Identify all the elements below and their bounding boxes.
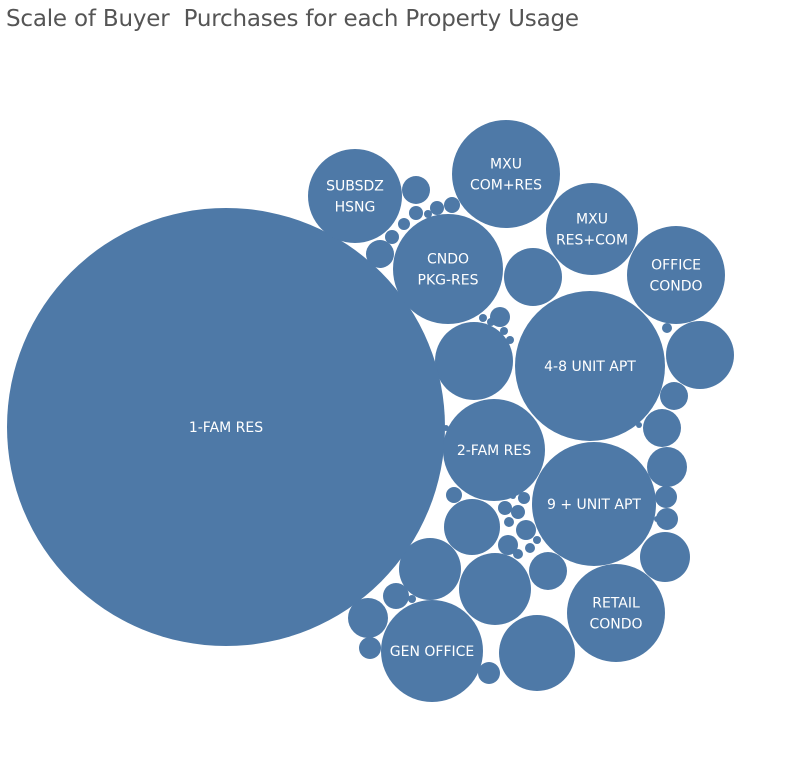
bubble-unlabeled-13[interactable]: [479, 314, 487, 322]
bubble-unlabeled-4[interactable]: [398, 218, 410, 230]
bubble-label-line: 4-8 UNIT APT: [544, 359, 636, 375]
bubble-unlabeled-10[interactable]: [435, 322, 513, 400]
bubble-unlabeled-39[interactable]: [516, 520, 536, 540]
chart-title: Scale of Buyer Purchases for each Proper…: [6, 6, 579, 32]
bubble-label-office-condo: OFFICE CONDO: [649, 258, 702, 295]
bubble-unlabeled-15[interactable]: [500, 327, 508, 335]
bubble-unlabeled-27[interactable]: [399, 538, 461, 600]
bubble-label-line: RES+COM: [556, 233, 628, 249]
bubble-unlabeled-32[interactable]: [359, 637, 381, 659]
bubble-unlabeled-6[interactable]: [430, 201, 444, 215]
bubble-1-fam-res[interactable]: [7, 208, 445, 646]
bubble-unlabeled-35[interactable]: [498, 501, 512, 515]
bubble-unlabeled-48[interactable]: [654, 516, 660, 522]
bubble-unlabeled-49[interactable]: [662, 323, 672, 333]
bubble-label-line: SUBSDZ: [326, 179, 384, 195]
bubble-label-line: PKG-RES: [418, 273, 479, 289]
bubble-unlabeled-37[interactable]: [518, 492, 530, 504]
bubble-unlabeled-1[interactable]: [402, 176, 430, 204]
bubble-unlabeled-8[interactable]: [424, 210, 432, 218]
bubble-unlabeled-19[interactable]: [647, 447, 687, 487]
bubble-label-line: HSNG: [335, 200, 376, 216]
bubble-gen-office[interactable]: [381, 600, 483, 702]
bubble-label-line: RETAIL: [592, 596, 640, 612]
bubble-unlabeled-26[interactable]: [444, 499, 500, 555]
bubble-label-cndo-pkg-res: CNDO PKG-RES: [418, 252, 479, 289]
bubble-unlabeled-20[interactable]: [655, 486, 677, 508]
bubble-label-line: COM+RES: [470, 178, 542, 194]
bubble-unlabeled-18[interactable]: [643, 409, 681, 447]
bubble-label-line: MXU: [490, 157, 522, 173]
bubble-unlabeled-33[interactable]: [383, 583, 409, 609]
bubble-subsdz-hsng[interactable]: [308, 149, 402, 243]
bubble-unlabeled-38[interactable]: [504, 517, 514, 527]
bubble-unlabeled-21[interactable]: [656, 508, 678, 530]
bubble-unlabeled-11[interactable]: [666, 321, 734, 389]
bubble-9-unit-apt[interactable]: [532, 442, 656, 566]
bubble-unlabeled-7[interactable]: [444, 197, 460, 213]
bubble-unlabeled-5[interactable]: [409, 206, 423, 220]
bubble-label-line: CNDO: [427, 252, 469, 268]
bubble-unlabeled-45[interactable]: [408, 595, 416, 603]
bubble-cndo-pkg-res[interactable]: [393, 214, 503, 324]
bubble-label-line: CONDO: [649, 279, 702, 295]
bubble-label-mxu-com-res: MXU COM+RES: [470, 157, 542, 194]
bubble-2-fam-res[interactable]: [443, 399, 545, 501]
bubble-label-gen-office: GEN OFFICE: [390, 644, 475, 660]
bubble-unlabeled-42[interactable]: [525, 543, 535, 553]
bubble-unlabeled-31[interactable]: [348, 598, 388, 638]
bubble-unlabeled-41[interactable]: [513, 549, 523, 559]
bubble-label-line: CONDO: [589, 617, 642, 633]
bubble-unlabeled-3[interactable]: [385, 230, 399, 244]
bubble-unlabeled-36[interactable]: [511, 505, 525, 519]
bubble-label-line: OFFICE: [651, 258, 701, 274]
bubble-label-retail-condo: RETAIL CONDO: [589, 596, 642, 633]
bubble-unlabeled-2[interactable]: [366, 240, 394, 268]
bubble-unlabeled-40[interactable]: [498, 535, 518, 555]
bubble-unlabeled-34[interactable]: [478, 662, 500, 684]
bubble-mxu-res-com[interactable]: [546, 183, 638, 275]
bubble-label-2-fam-res: 2-FAM RES: [457, 443, 531, 459]
bubble-label-line: 1-FAM RES: [189, 420, 263, 436]
bubble-unlabeled-43[interactable]: [533, 536, 541, 544]
bubble-retail-condo[interactable]: [567, 564, 665, 662]
bubble-label-4-8-unit-apt: 4-8 UNIT APT: [544, 359, 636, 375]
bubble-unlabeled-17[interactable]: [660, 382, 688, 410]
bubble-unlabeled-14[interactable]: [487, 318, 495, 326]
bubble-label-9-unit-apt: 9 + UNIT APT: [547, 497, 641, 513]
bubble-unlabeled-22[interactable]: [640, 532, 690, 582]
bubble-unlabeled-9[interactable]: [504, 248, 562, 306]
bubble-label-line: 9 + UNIT APT: [547, 497, 641, 513]
bubble-4-8-unit-apt[interactable]: [515, 291, 665, 441]
bubble-label-line: MXU: [576, 212, 608, 228]
bubble-unlabeled-29[interactable]: [529, 552, 567, 590]
bubble-label-line: 2-FAM RES: [457, 443, 531, 459]
bubble-label-mxu-res-com: MXU RES+COM: [556, 212, 628, 249]
bubble-office-condo[interactable]: [627, 226, 725, 324]
bubble-unlabeled-30[interactable]: [499, 615, 575, 691]
bubble-mxu-com-res[interactable]: [452, 120, 560, 228]
bubble-label-1-fam-res: 1-FAM RES: [189, 420, 263, 436]
bubble-unlabeled-16[interactable]: [506, 336, 514, 344]
bubble-label-line: GEN OFFICE: [390, 644, 475, 660]
bubble-unlabeled-28[interactable]: [459, 553, 531, 625]
bubble-unlabeled-25[interactable]: [446, 487, 462, 503]
bubble-label-subsdz-hsng: SUBSDZ HSNG: [326, 179, 384, 216]
